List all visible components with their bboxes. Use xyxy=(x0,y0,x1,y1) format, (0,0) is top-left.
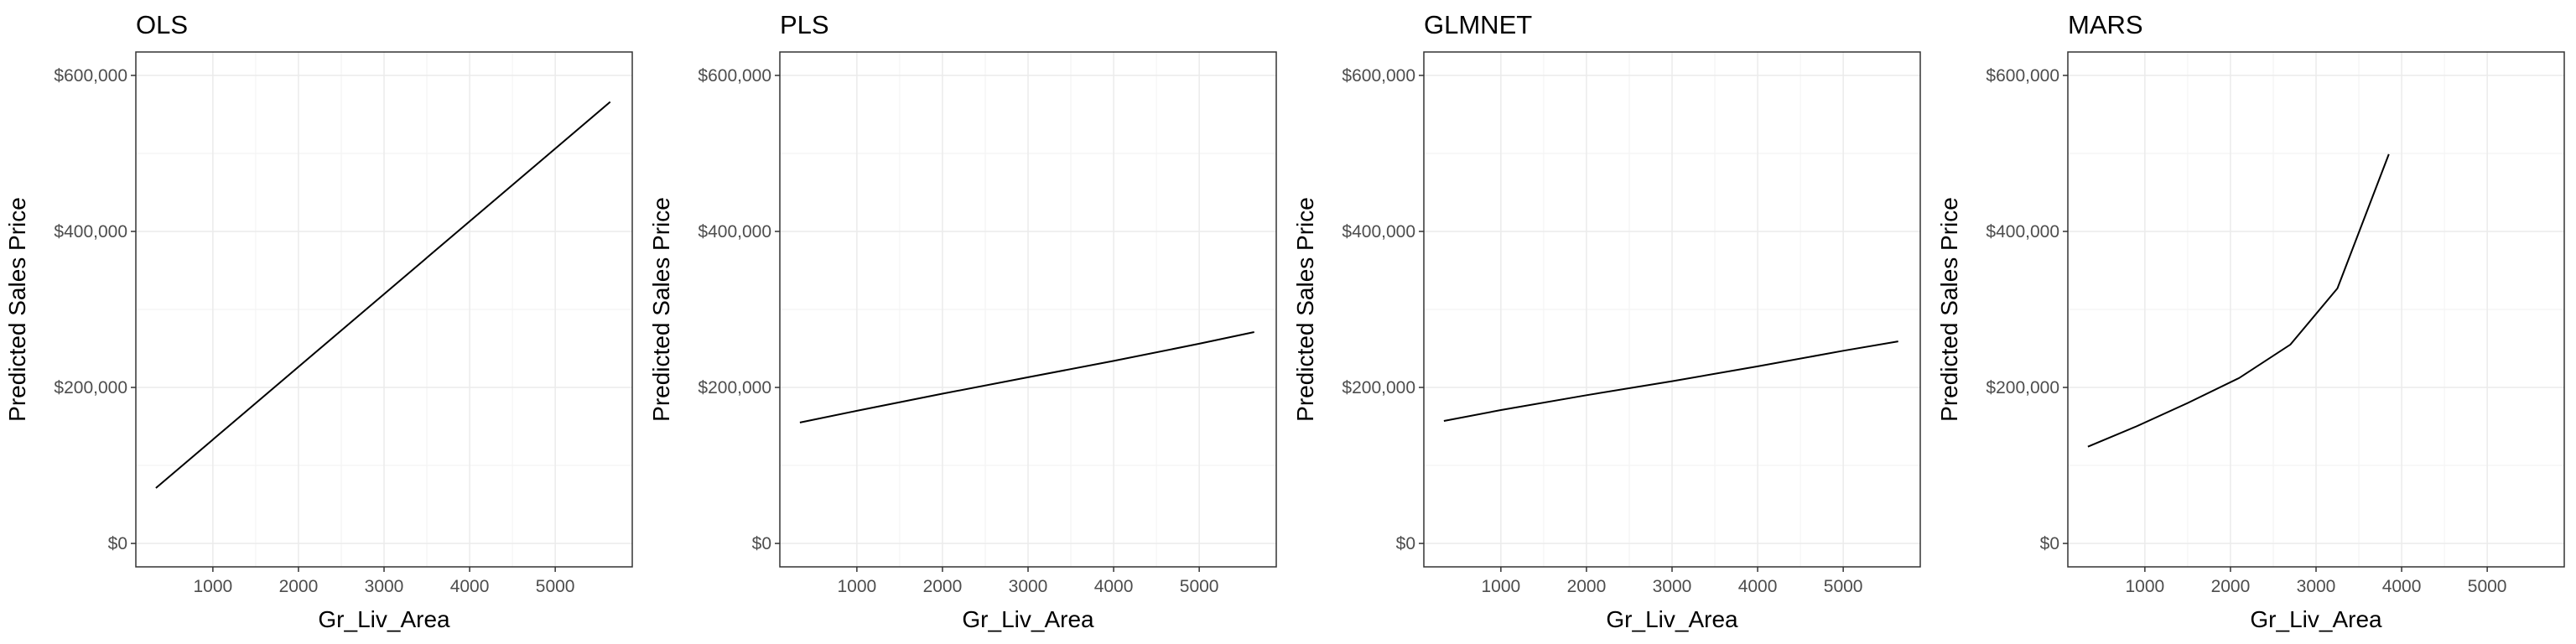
y-tick-label: $600,000 xyxy=(1342,66,1415,86)
y-tick-label: $600,000 xyxy=(1986,66,2059,86)
x-tick-label: 1000 xyxy=(838,577,877,596)
x-axis-title: Gr_Liv_Area xyxy=(962,606,1094,632)
panel-mars: 1000 2000 3000 4000 5000 $0 $200,000 $400,000 $6… xyxy=(1936,10,2565,632)
x-tick-label: 5000 xyxy=(2468,577,2507,596)
panel-ols: 1000 2000 3000 4000 5000 $0 $200,000 $400,000 $6… xyxy=(4,10,633,632)
panel-glmnet: 1000 2000 3000 4000 5000 $0 $200,000 $400,000 $6… xyxy=(1292,10,1921,632)
x-tick-label: 4000 xyxy=(450,577,490,596)
series-line xyxy=(799,331,1254,423)
x-tick-label: 3000 xyxy=(2297,577,2336,596)
x-tick-label: 1000 xyxy=(194,577,233,596)
x-tick-label: 4000 xyxy=(1738,577,1778,596)
x-tick-label: 2000 xyxy=(2211,577,2251,596)
x-axis-title: Gr_Liv_Area xyxy=(2250,606,2382,632)
y-tick-label: $400,000 xyxy=(1342,222,1415,242)
x-tick-label: 5000 xyxy=(1180,577,1219,596)
y-axis-title: Predicted Sales Price xyxy=(648,197,674,422)
panel-pls: 1000 2000 3000 4000 5000 $0 $200,000 $400,000 $6… xyxy=(648,10,1277,632)
x-tick-label: 4000 xyxy=(1094,577,1134,596)
panel-border xyxy=(135,51,633,568)
x-tick-label: 2000 xyxy=(1567,577,1607,596)
series-line xyxy=(155,101,611,489)
y-tick-label: $400,000 xyxy=(1986,222,2059,242)
series-line xyxy=(2087,153,2390,448)
panel-title: PLS xyxy=(780,10,829,39)
x-tick-label: 1000 xyxy=(2126,577,2165,596)
y-tick-label: $200,000 xyxy=(1986,378,2059,397)
y-tick-label: $400,000 xyxy=(54,222,127,242)
x-tick-label: 2000 xyxy=(279,577,319,596)
y-tick-label: $600,000 xyxy=(698,66,771,86)
panel-title: MARS xyxy=(2068,10,2143,39)
y-tick-label: $200,000 xyxy=(698,378,771,397)
y-tick-label: $0 xyxy=(1396,534,1415,553)
y-axis-title: Predicted Sales Price xyxy=(1936,197,1962,422)
panel-title: OLS xyxy=(136,10,188,39)
y-axis-title: Predicted Sales Price xyxy=(1292,197,1318,422)
x-tick-label: 4000 xyxy=(2382,577,2422,596)
y-tick-label: $400,000 xyxy=(698,222,771,242)
x-tick-label: 5000 xyxy=(536,577,575,596)
y-tick-label: $0 xyxy=(108,534,127,553)
x-tick-label: 3000 xyxy=(1009,577,1048,596)
y-tick-label: $0 xyxy=(752,534,771,553)
x-tick-label: 1000 xyxy=(1482,577,1521,596)
panel-border xyxy=(1423,51,1921,568)
y-axis-title: Predicted Sales Price xyxy=(4,197,30,422)
x-tick-label: 3000 xyxy=(365,577,404,596)
x-tick-label: 5000 xyxy=(1824,577,1863,596)
x-axis-title: Gr_Liv_Area xyxy=(318,606,450,632)
x-tick-label: 2000 xyxy=(923,577,963,596)
x-axis-title: Gr_Liv_Area xyxy=(1606,606,1738,632)
panel-border xyxy=(779,51,1277,568)
y-tick-label: $0 xyxy=(2040,534,2059,553)
y-tick-label: $200,000 xyxy=(54,378,127,397)
panel-border xyxy=(2067,51,2565,568)
y-tick-label: $200,000 xyxy=(1342,378,1415,397)
x-tick-label: 3000 xyxy=(1653,577,1692,596)
y-tick-label: $600,000 xyxy=(54,66,127,86)
panel-title: GLMNET xyxy=(1424,10,1532,39)
series-line xyxy=(1443,340,1898,422)
